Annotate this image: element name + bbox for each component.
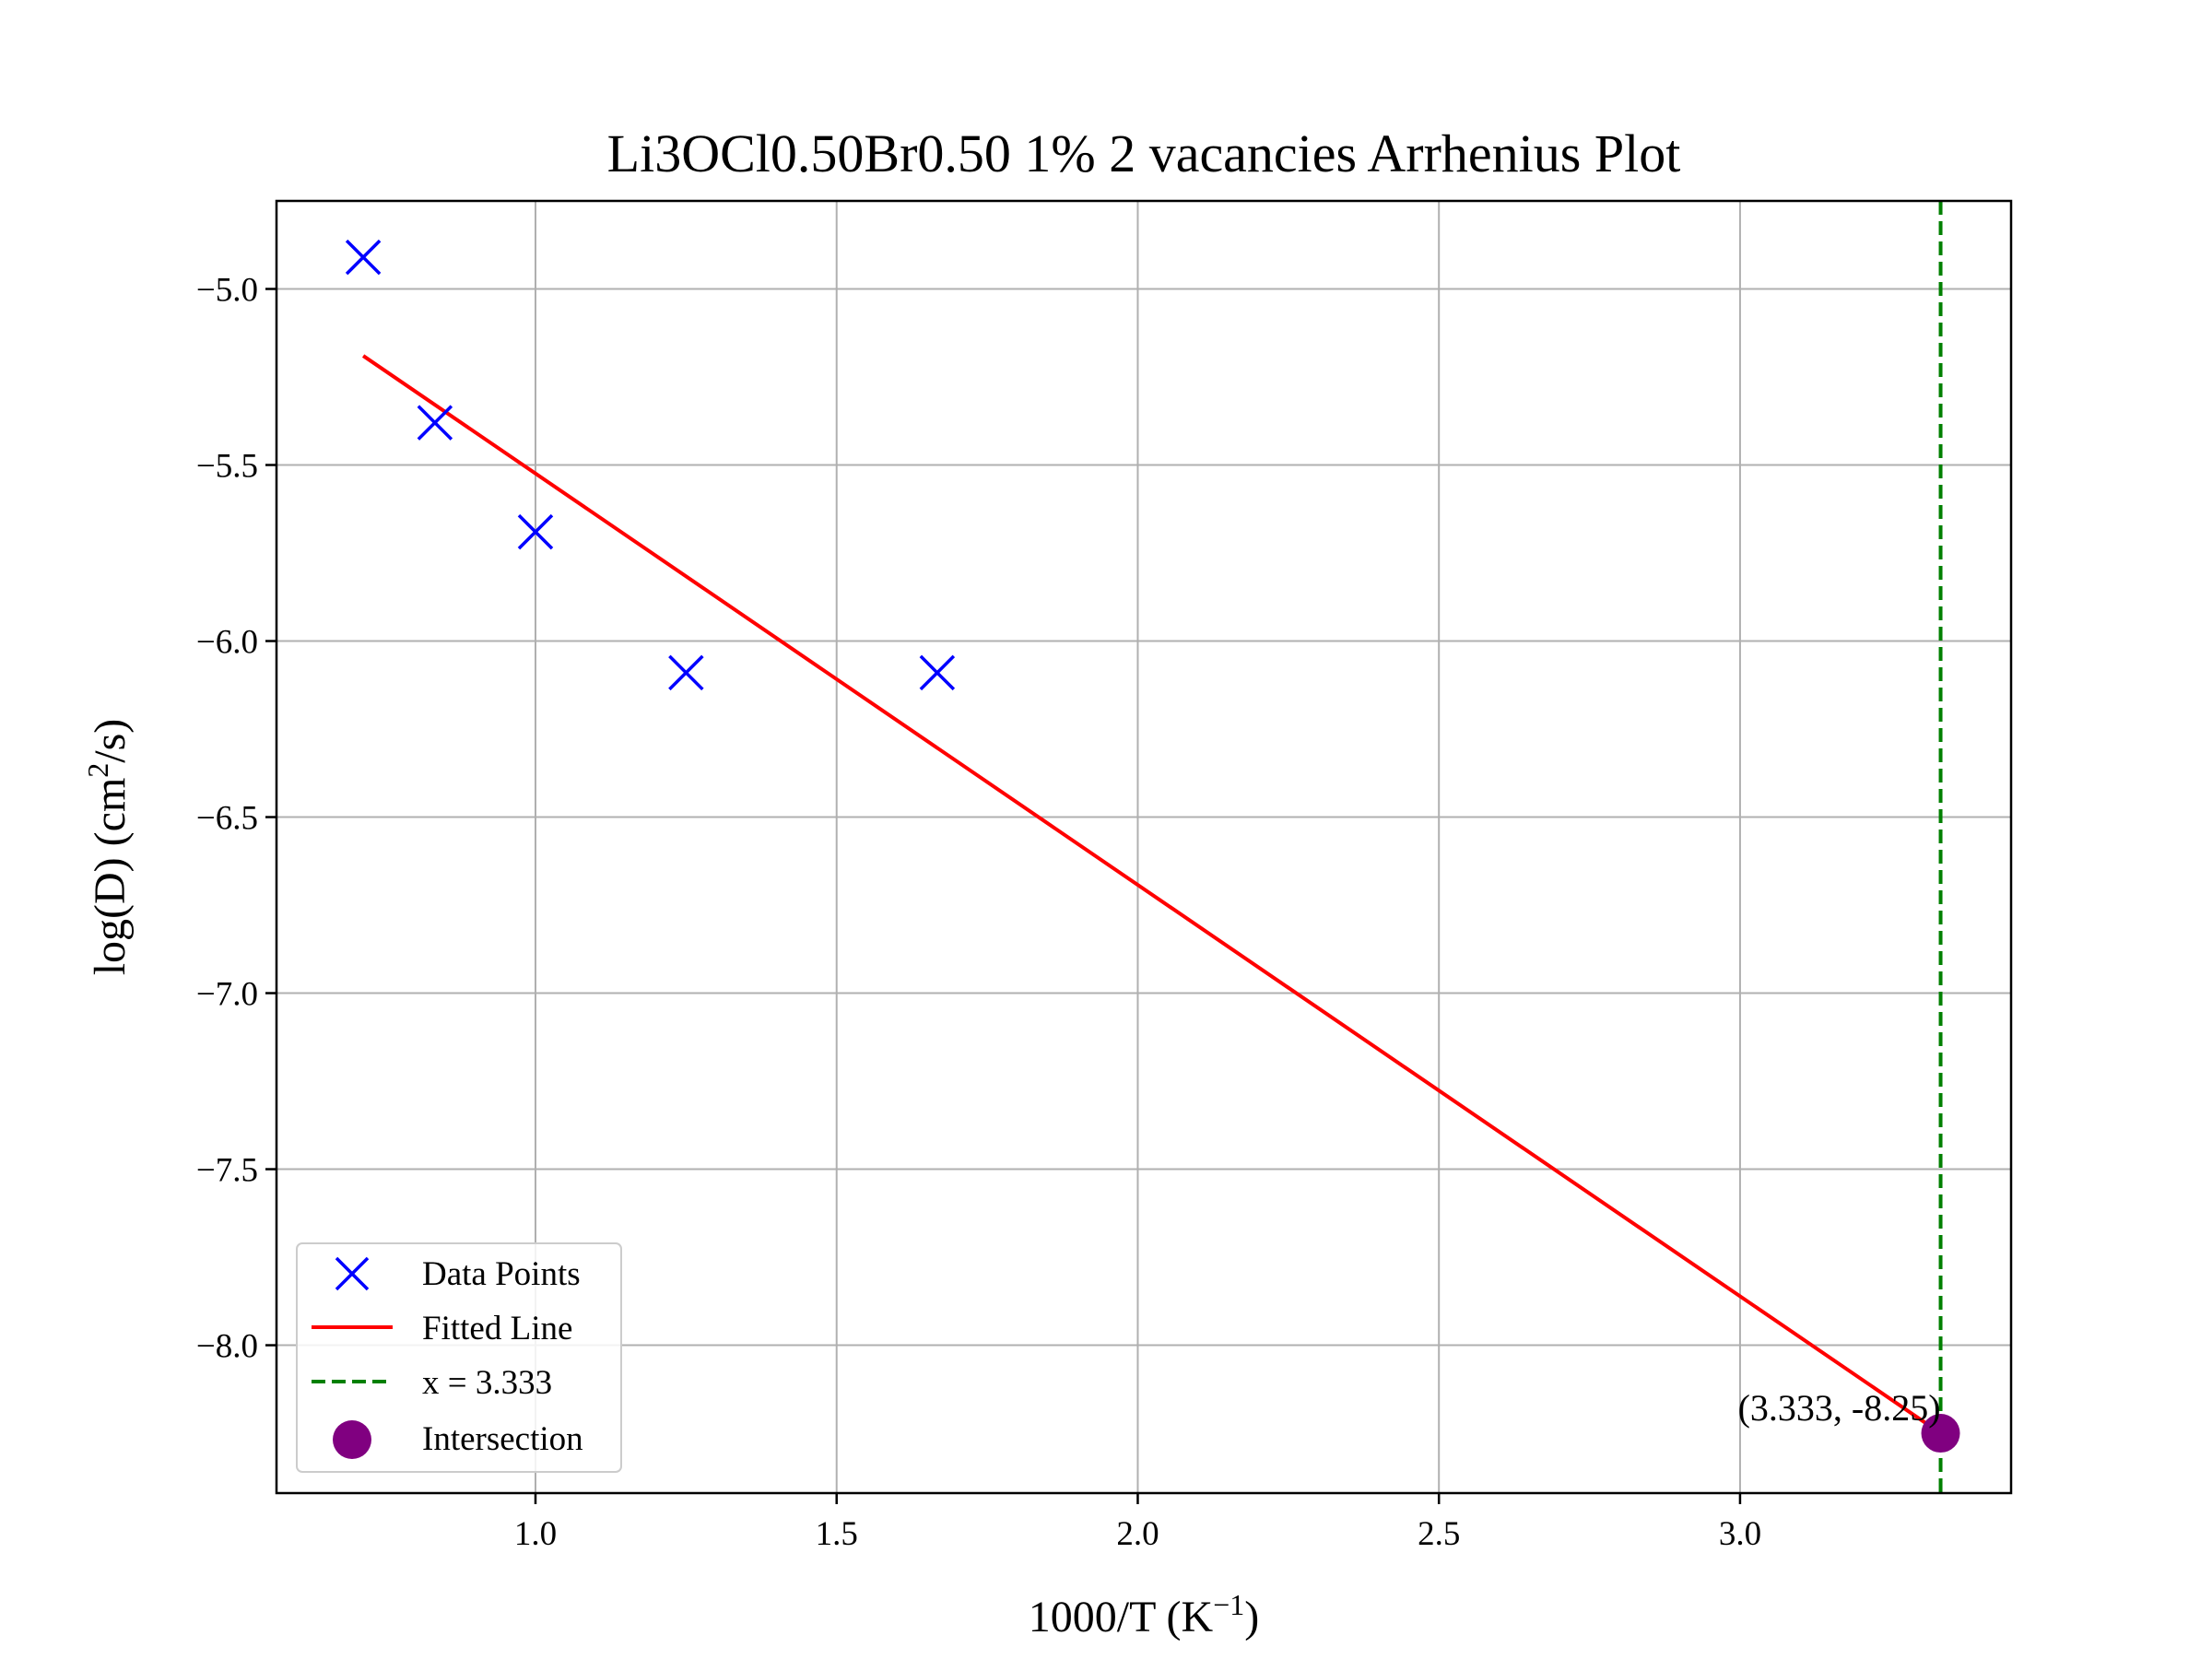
chart-title: Li3OCl0.50Br0.50 1% 2 vacancies Arrheniu… [607, 124, 1681, 183]
legend-dot-icon [333, 1420, 371, 1459]
fitted-line [361, 354, 1942, 1435]
y-axis-label-main: log(D) (cm [86, 778, 135, 976]
grid [276, 201, 2011, 1493]
x-tick-label: 3.0 [1719, 1515, 1761, 1553]
x-tick-label: 2.5 [1418, 1515, 1460, 1553]
legend-item-fitted-line: Fitted Line [312, 1310, 572, 1347]
legend-x-marker-icon [335, 1256, 370, 1291]
data-point-marker [345, 239, 382, 276]
x-axis-label: 1000/T (K−1) [1029, 1588, 1259, 1641]
legend: Data Points Fitted Line x = 3.333 Inters… [296, 1242, 622, 1473]
x-tick-label: 1.0 [514, 1515, 557, 1553]
legend-item-data-points: Data Points [335, 1255, 581, 1293]
data-point-marker [668, 654, 704, 691]
legend-label-vline: x = 3.333 [422, 1364, 552, 1402]
y-tick-label: −6.0 [196, 624, 258, 662]
y-tick-label: −5.5 [196, 448, 258, 486]
y-tick-label: −7.5 [196, 1152, 258, 1190]
y-tick-label: −7.0 [196, 976, 258, 1014]
data-point-marker [517, 513, 554, 550]
legend-item-vline: x = 3.333 [312, 1364, 552, 1402]
data-point-stroke [668, 654, 704, 691]
y-tick-label: −8.0 [196, 1328, 258, 1366]
y-axis-label-sup: 2 [81, 763, 114, 778]
data-point-stroke [517, 513, 554, 550]
data-point-marker [919, 654, 956, 691]
data-point-stroke [417, 405, 453, 441]
legend-label-fitted-line: Fitted Line [422, 1310, 572, 1347]
legend-label-intersection: Intersection [422, 1420, 583, 1458]
data-point-stroke [345, 239, 382, 276]
x-tick-label: 1.5 [816, 1515, 858, 1553]
legend-box [296, 1242, 622, 1473]
x-axis-label-end: ) [1244, 1593, 1259, 1641]
ticks: 1.0 1.5 2.0 2.5 3.0 −5.0 −5.5 −6.0 −6.5 −7.0 −7.5 −… [196, 272, 1761, 1553]
plot-layer: (3.333, -8.25) [345, 201, 1960, 1493]
data-point-marker [417, 405, 453, 441]
legend-label-data-points: Data Points [422, 1255, 581, 1293]
intersection-annotation: (3.333, -8.25) [1738, 1387, 1941, 1429]
data-point-stroke [919, 654, 956, 691]
y-tick-label: −5.0 [196, 272, 258, 310]
plot-frame [275, 199, 2013, 1495]
x-tick-label: 2.0 [1116, 1515, 1159, 1553]
legend-item-intersection: Intersection [333, 1420, 583, 1459]
x-axis-label-main: 1000/T (K [1029, 1593, 1214, 1641]
y-axis-label-end: /s) [86, 719, 135, 763]
x-axis-label-sup: −1 [1213, 1588, 1244, 1621]
intersection-point [1921, 1414, 1960, 1453]
y-tick-label: −6.5 [196, 800, 258, 838]
y-axis-label: log(D) (cm2/s) [81, 719, 135, 976]
